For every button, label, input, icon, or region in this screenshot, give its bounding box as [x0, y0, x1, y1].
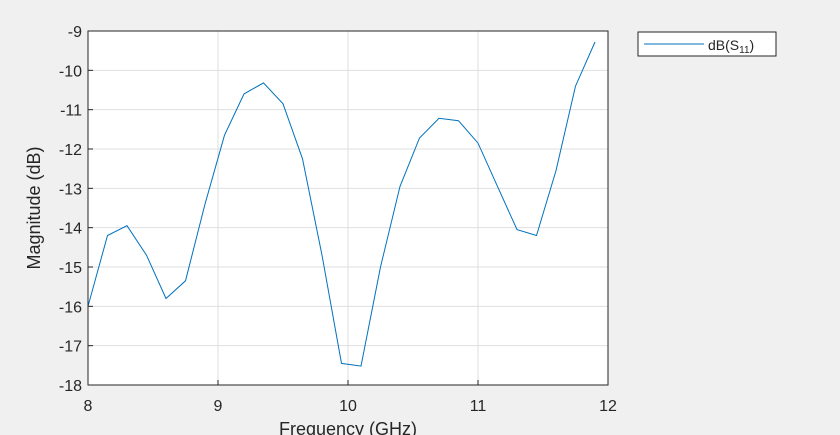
- y-tick-label: -16: [59, 299, 82, 316]
- x-axis-label: Frequency (GHz): [279, 419, 417, 435]
- y-axis-label: Magnitude (dB): [24, 146, 44, 269]
- y-tick-label: -10: [59, 63, 82, 80]
- y-tick-label: -18: [59, 378, 82, 395]
- x-tick-label: 12: [599, 398, 617, 415]
- y-tick-label: -15: [59, 260, 82, 277]
- x-axis-ticks: 8 9 10 11 12: [84, 380, 617, 415]
- y-tick-label: -12: [59, 142, 82, 159]
- x-tick-label: 10: [339, 398, 357, 415]
- y-tick-label: -14: [59, 221, 82, 238]
- x-tick-label: 9: [214, 398, 223, 415]
- x-tick-label: 8: [84, 398, 93, 415]
- legend[interactable]: dB(S11): [637, 31, 777, 57]
- y-tick-label: -11: [60, 103, 82, 120]
- x-tick-label: 11: [470, 398, 487, 415]
- y-tick-label: -9: [68, 24, 82, 41]
- y-tick-label: -17: [59, 339, 82, 356]
- y-axis-ticks: -9 -10 -11 -12 -13 -14 -15 -16 -17 -18: [59, 24, 93, 395]
- series-line-s11: [87, 41, 596, 367]
- y-tick-label: -13: [59, 181, 82, 198]
- legend-entry-s11: dB(S11): [708, 37, 754, 56]
